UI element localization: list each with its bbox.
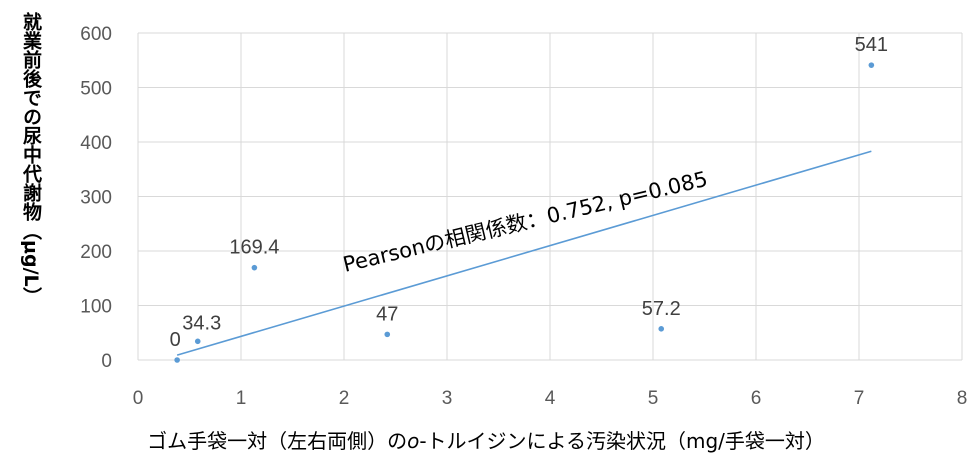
x-axis-label-italic: o — [407, 429, 420, 453]
x-tick-label-8: 8 — [957, 388, 968, 409]
data-point-1 — [194, 338, 201, 345]
data-labels: 034.3 169.4 47 57.2 541 — [170, 34, 888, 351]
x-tick-label-7: 7 — [854, 388, 865, 409]
x-tick-label-0: 0 — [133, 388, 144, 409]
y-axis-label: 就業前後での尿中代謝物（μg/L） — [20, 11, 43, 306]
data-point-0 — [174, 357, 180, 363]
data-label-3: 47 — [376, 303, 398, 325]
data-point-3 — [384, 331, 391, 338]
data-point-5 — [868, 62, 875, 68]
trendline — [176, 150, 872, 356]
x-tick-label-2: 2 — [339, 388, 350, 409]
x-axis-label-part-2: -トルイジンによる汚染状況（mg/手袋一対） — [419, 429, 825, 453]
x-tick-label-4: 4 — [545, 388, 556, 409]
grid-lines — [137, 32, 963, 361]
y-tick-label-3: 300 — [80, 188, 112, 209]
data-point-2 — [251, 264, 258, 271]
x-tick-label-3: 3 — [442, 388, 453, 409]
x-axis-label-part-1: ゴム手袋一対（左右両側）の — [147, 429, 408, 453]
y-tick-label-0: 0 — [101, 351, 112, 372]
x-axis-label: ゴム手袋一対（左右両側）のo-トルイジンによる汚染状況（mg/手袋一対） — [0, 425, 972, 454]
data-label-2: 169.4 — [229, 237, 279, 259]
x-tick-labels: 0 1 2 3 4 5 6 7 8 — [133, 388, 968, 409]
x-tick-label-6: 6 — [751, 388, 762, 409]
y-tick-label-2: 200 — [80, 242, 112, 263]
data-points — [174, 62, 875, 363]
y-tick-label-1: 100 — [80, 297, 112, 318]
y-tick-label-6: 600 — [80, 24, 112, 45]
data-label-4: 57.2 — [642, 298, 681, 320]
correlation-annotation: Pearsonの相関係数：0.752, p=0.085 — [341, 167, 710, 277]
data-label-1: 34.3 — [182, 312, 221, 334]
data-label-0: 0 — [170, 329, 181, 351]
x-tick-label-5: 5 — [648, 388, 659, 409]
y-tick-labels: 0 100 200 300 400 500 600 — [80, 24, 112, 372]
data-label-5: 541 — [855, 34, 888, 56]
data-point-4 — [658, 326, 665, 332]
trendline-group — [176, 150, 872, 356]
y-tick-label-4: 400 — [80, 133, 112, 154]
x-tick-label-1: 1 — [236, 388, 247, 409]
y-tick-label-5: 500 — [80, 79, 112, 100]
